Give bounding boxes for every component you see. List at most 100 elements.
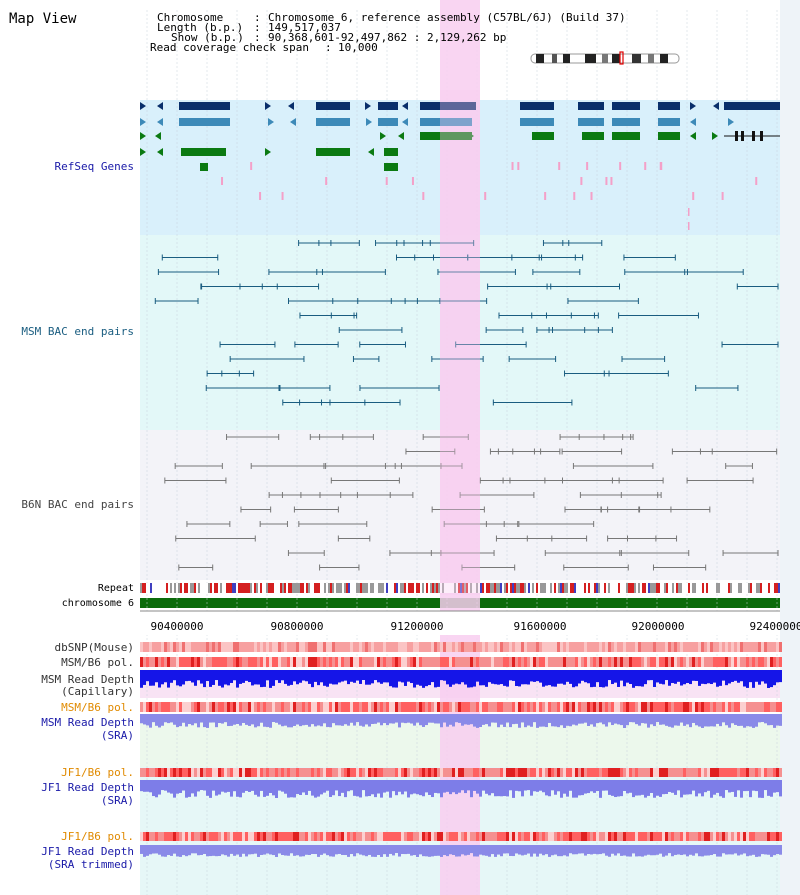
- msm-b6-pol-2-strip: [290, 702, 293, 712]
- msm-cap-depth-bar: [545, 670, 548, 686]
- jf1-sra-depth-bar: [395, 780, 398, 796]
- jf1-depth-sra-track-label[interactable]: JF1 Read Depth: [41, 781, 134, 794]
- jf1-sra-depth-bar: [338, 780, 341, 797]
- repeat-mark: [350, 583, 352, 593]
- jf1-depth-trim-track-label[interactable]: JF1 Read Depth: [41, 845, 134, 858]
- repeat-mark: [142, 583, 144, 593]
- jf1-b6-pol-strip: [413, 768, 416, 777]
- jf1-b6-pol-2-strip: [641, 832, 644, 841]
- jf1-trim-depth-bar: [164, 845, 167, 857]
- msm-depth-cap-track-label[interactable]: MSM Read Depth: [41, 673, 134, 686]
- msm-sra-depth-bar: [620, 714, 623, 726]
- dbsnp-strip: [569, 642, 572, 652]
- msm-bac-track-label[interactable]: MSM BAC end pairs: [21, 325, 134, 338]
- repeat-mark: [762, 583, 764, 593]
- jf1-b6-pol-strip: [314, 768, 317, 777]
- jf1-b6-pol-2-strip: [257, 832, 260, 841]
- msm-b6-pol-2-strip: [500, 702, 503, 712]
- jf1-b6-pol-2-track-label[interactable]: JF1/B6 pol.: [61, 830, 134, 843]
- jf1-sra-depth-bar: [269, 780, 272, 793]
- msm-sra-depth-bar: [269, 714, 272, 728]
- msm-b6-pol-strip: [260, 657, 263, 667]
- msm-b6-pol-strip: [284, 657, 287, 667]
- gene-arrow: [268, 118, 274, 126]
- msm-b6-pol-strip: [734, 657, 737, 667]
- msm-cap-depth-bar: [308, 670, 311, 684]
- msm-b6-pol-strip: [578, 657, 581, 667]
- dbsnp-strip: [224, 642, 227, 652]
- repeat-mark: [724, 583, 726, 593]
- dbsnp-strip: [335, 642, 338, 652]
- repeat-mark: [272, 583, 274, 593]
- msm-b6-pol-2-strip: [377, 702, 380, 712]
- dbsnp-strip: [374, 642, 377, 652]
- msm-b6-pol-strip: [305, 657, 308, 667]
- b6n-bac-track-label[interactable]: B6N BAC end pairs: [21, 498, 134, 511]
- chromosome-ideogram[interactable]: [530, 51, 680, 65]
- msm-b6-pol-2-strip: [221, 702, 224, 712]
- gene-block: [181, 148, 226, 156]
- msm-sra-depth-bar: [380, 714, 383, 726]
- repeat-mark: [456, 583, 458, 593]
- jf1-b6-pol-strip: [500, 768, 503, 777]
- msm-b6-pol-strip: [476, 657, 479, 667]
- jf1-b6-pol-2-strip: [722, 832, 725, 841]
- dbsnp-strip: [359, 642, 362, 652]
- dbsnp-strip: [542, 642, 545, 652]
- jf1-trim-depth-bar: [743, 845, 746, 854]
- msm-cap-depth-bar: [773, 670, 776, 686]
- repeat-mark: [160, 583, 162, 593]
- chromosome-track-label[interactable]: chromosome 6: [62, 598, 134, 609]
- msm-b6-pol-2-track-label[interactable]: MSM/B6 pol.: [61, 701, 134, 714]
- msm-b6-pol-track-label[interactable]: MSM/B6 pol.: [61, 656, 134, 669]
- msm-sra-depth-bar: [536, 714, 539, 728]
- msm-b6-pol-2-strip: [227, 702, 230, 712]
- msm-depth-sra-track-label[interactable]: MSM Read Depth: [41, 716, 134, 729]
- msm-sra-depth-bar: [683, 714, 686, 726]
- jf1-sra-depth-bar: [533, 780, 536, 792]
- repeat-mark: [306, 583, 308, 593]
- msm-cap-depth-bar: [161, 670, 164, 685]
- msm-cap-depth-bar: [539, 670, 542, 683]
- msm-b6-pol-strip: [224, 657, 227, 667]
- repeat-mark: [778, 583, 780, 593]
- msm-b6-pol-strip: [596, 657, 599, 667]
- jf1-sra-depth-bar: [716, 780, 719, 793]
- jf1-b6-pol-strip: [194, 768, 197, 777]
- repeat-track-label[interactable]: Repeat: [98, 583, 134, 594]
- jf1-b6-pol-strip: [695, 768, 698, 777]
- msm-cap-depth-bar: [221, 670, 224, 688]
- dbsnp-strip: [563, 642, 566, 652]
- msm-b6-pol-strip: [317, 657, 320, 667]
- jf1-sra-depth-bar: [467, 780, 470, 791]
- msm-b6-pol-2-strip: [398, 702, 401, 712]
- jf1-b6-pol-strip: [737, 768, 740, 777]
- jf1-b6-pol-track-label[interactable]: JF1/B6 pol.: [61, 766, 134, 779]
- msm-sra-depth-bar: [485, 714, 488, 725]
- msm-sra-depth-bar: [419, 714, 422, 726]
- msm-sra-depth-bar: [440, 714, 443, 728]
- jf1-b6-pol-strip: [212, 768, 215, 777]
- msm-sra-depth-bar: [746, 714, 749, 727]
- msm-sra-depth-bar: [776, 714, 779, 726]
- gene-arrow: [690, 118, 696, 126]
- dbsnp-track-label[interactable]: dbSNP(Mouse): [55, 641, 134, 654]
- msm-sra-depth-bar: [548, 714, 551, 723]
- msm-cap-depth-bar: [674, 670, 677, 684]
- msm-b6-pol-strip: [689, 657, 692, 667]
- msm-b6-pol-2-strip: [593, 702, 596, 712]
- msm-b6-pol-2-strip: [677, 702, 680, 712]
- repeat-mark: [200, 583, 202, 593]
- jf1-b6-pol-strip: [614, 768, 617, 777]
- jf1-sra-depth-bar: [458, 780, 461, 793]
- jf1-b6-pol-2-strip: [239, 832, 242, 841]
- jf1-b6-pol-strip: [761, 768, 764, 777]
- jf1-sra-depth-bar: [614, 780, 617, 798]
- msm-sra-depth-bar: [521, 714, 524, 723]
- repeat-mark: [540, 583, 542, 593]
- jf1-b6-pol-2-strip: [521, 832, 524, 841]
- jf1-b6-pol-2-strip: [374, 832, 377, 841]
- refseq-track-label[interactable]: RefSeq Genes: [55, 160, 134, 173]
- msm-cap-depth-bar: [470, 670, 473, 688]
